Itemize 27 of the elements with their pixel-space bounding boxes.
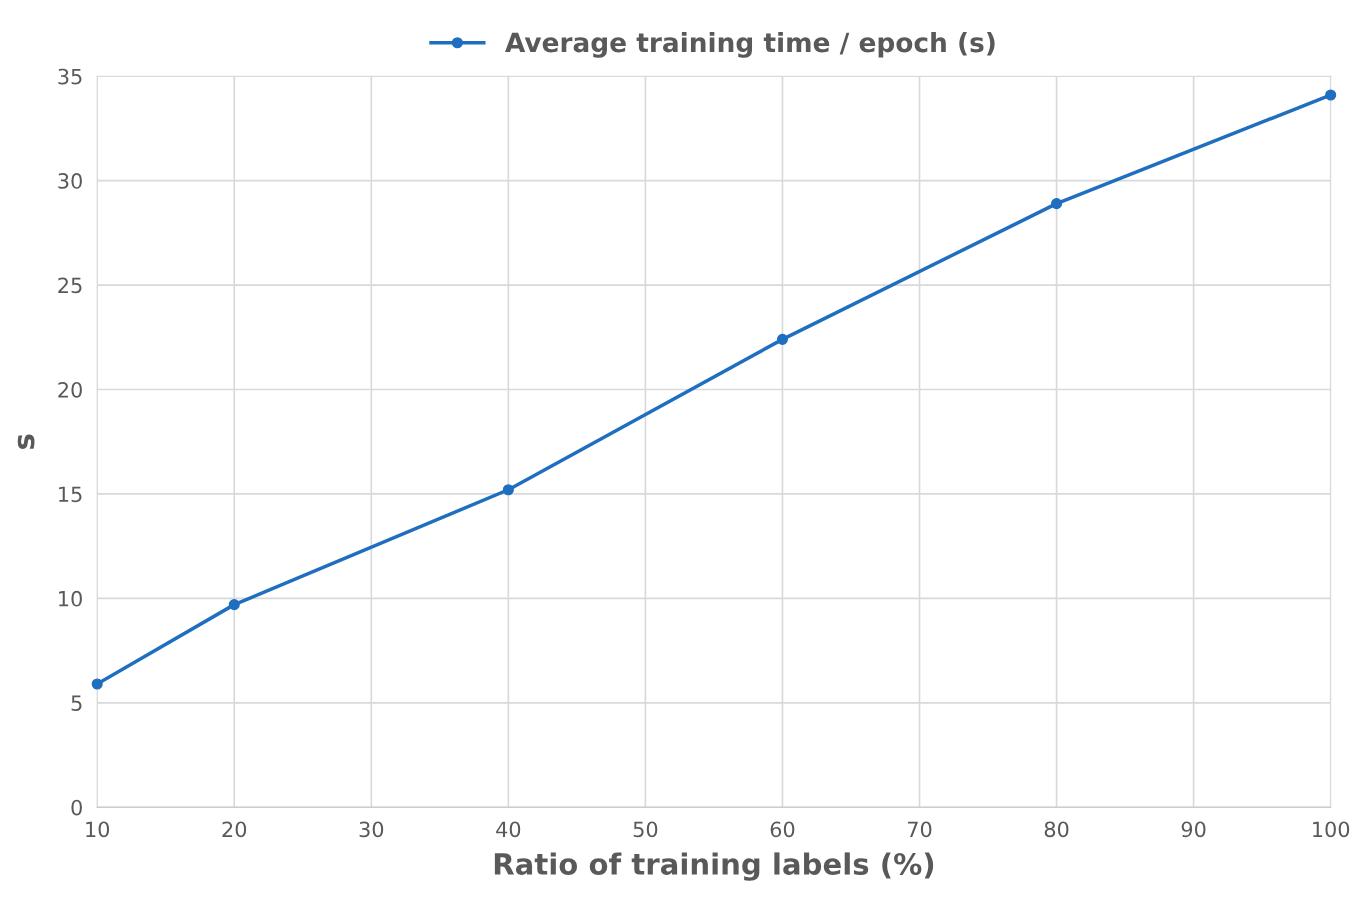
x-tick-label: 50 (633, 821, 658, 838)
x-tick-label: 80 (1044, 821, 1069, 838)
point (1325, 89, 1337, 101)
x-tick-label: 40 (496, 821, 521, 838)
x-axis-title: Ratio of training labels (%) (494, 852, 934, 881)
x-tick-label: 20 (222, 821, 247, 838)
y-tick-label: 35 (58, 68, 82, 85)
y-tick-label: 15 (59, 486, 82, 503)
y-tick-label: 25 (58, 277, 82, 294)
legend-label: Average training time / epoch (s) (505, 31, 995, 58)
x-tick-label: 30 (359, 821, 384, 838)
point (228, 599, 240, 611)
x-tick-label: 60 (770, 821, 795, 838)
x-tick-label: 70 (907, 821, 932, 838)
point (502, 484, 514, 496)
y-tick-label: 5 (71, 695, 82, 712)
x-tick-label: 100 (1313, 821, 1350, 838)
y-tick-label: 0 (71, 799, 82, 816)
x-tick-label: 10 (86, 821, 110, 838)
y-tick-label: 30 (58, 173, 82, 189)
x-tick-label: 90 (1181, 821, 1206, 838)
y-tick-label: 10 (59, 590, 82, 607)
point (91, 678, 103, 690)
point (1051, 198, 1063, 210)
y-axis-title: s (17, 434, 35, 449)
point (776, 333, 789, 345)
y-tick-label: 20 (58, 381, 82, 398)
